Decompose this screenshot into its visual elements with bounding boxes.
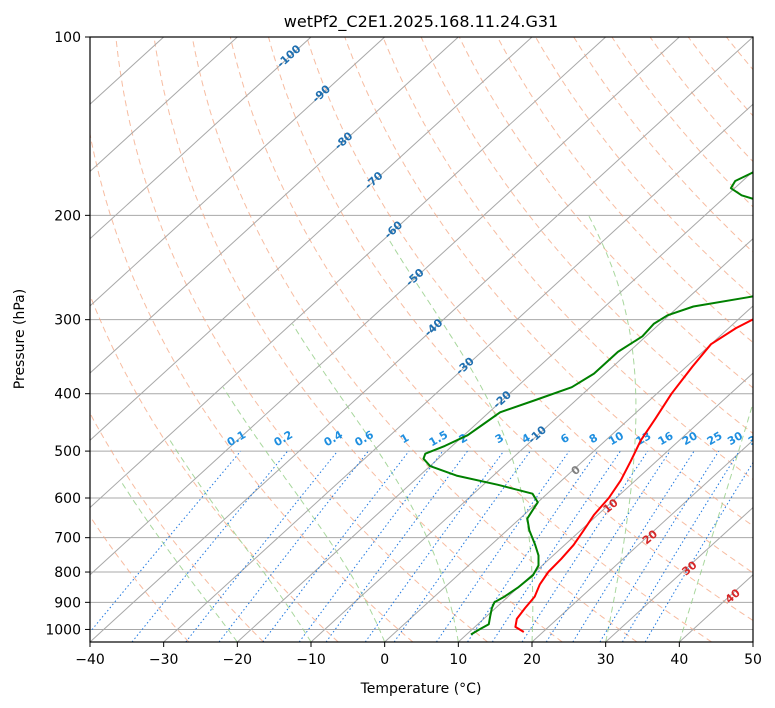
x-tick-label: 10 xyxy=(449,652,467,668)
x-tick-label: 0 xyxy=(380,652,389,668)
y-tick-label: 700 xyxy=(54,531,81,547)
x-axis: −40 −30 −20 −10 0 10 20 30 40 50 xyxy=(75,642,762,668)
plot-frame xyxy=(89,36,754,643)
x-tick-label: −40 xyxy=(75,652,105,668)
dry-adiabat-line xyxy=(90,131,414,642)
y-tick-label: 400 xyxy=(54,387,81,403)
y-tick-label: 600 xyxy=(54,491,81,507)
mixing-ratio-lines xyxy=(90,450,753,642)
y-tick-label: 100 xyxy=(54,30,81,46)
isotherm-line xyxy=(457,372,753,642)
mixing-ratio-line xyxy=(545,450,671,642)
mixing-ratio-line xyxy=(262,450,410,642)
mixing-ratio-line xyxy=(90,450,242,633)
moist-adiabat-line xyxy=(168,437,312,642)
mixing-ratio-line xyxy=(572,450,695,642)
dry-adiabat-line xyxy=(115,37,488,642)
moist-adiabat-line xyxy=(292,323,459,642)
x-tick-label: 40 xyxy=(670,652,688,668)
mixing-ratio-line xyxy=(393,450,531,642)
dry-adiabat-line xyxy=(229,37,712,642)
moist-adiabat-line xyxy=(588,215,637,642)
y-tick-label: 900 xyxy=(54,595,81,611)
chart-title: wetPf2_C2E1.2025.168.11.24.G31 xyxy=(284,12,558,32)
isotherm-line xyxy=(531,439,753,642)
mixing-ratio-line xyxy=(521,450,649,642)
isotherm-line xyxy=(90,37,312,240)
isotherm-line xyxy=(90,37,680,576)
temperature-profile xyxy=(514,318,753,633)
isotherm-line xyxy=(236,170,753,642)
isotherm-line xyxy=(90,37,607,509)
y-tick-label: 200 xyxy=(54,208,81,224)
mixing-ratio-line xyxy=(491,450,621,642)
mixing-ratio-line xyxy=(621,450,740,642)
isotherm-line xyxy=(90,37,753,642)
dry-adiabat-line xyxy=(344,37,753,527)
dry-adiabat-line xyxy=(382,37,753,481)
y-tick-label: 500 xyxy=(54,444,81,460)
dry-adiabat-line xyxy=(191,37,638,642)
x-tick-label: 20 xyxy=(523,652,541,668)
isotherm-line xyxy=(90,37,533,442)
mixing-ratio-label: 36 xyxy=(746,429,766,448)
isotherm-line xyxy=(605,506,753,642)
x-tick-label: 50 xyxy=(744,652,762,668)
y-axis-title: Pressure (hPa) xyxy=(12,289,28,389)
mixing-ratio-line xyxy=(185,450,338,642)
isotherm-line xyxy=(90,37,238,173)
dry-adiabat-line xyxy=(573,37,753,253)
isotherm-line xyxy=(163,103,753,642)
mixing-ratio-line xyxy=(298,450,444,642)
x-tick-label: −20 xyxy=(223,652,253,668)
x-tick-label: −10 xyxy=(296,652,326,668)
dewpoint-profile xyxy=(422,171,753,636)
dry-adiabat-line xyxy=(420,37,753,435)
moist-adiabat-line xyxy=(222,386,386,642)
isotherm-line xyxy=(90,37,386,307)
plot-area: -100-90-80-70-60-50-40-30-20-100.1 0.2 0.4… xyxy=(90,37,766,642)
moist-adiabats xyxy=(119,215,753,642)
isotherm-grid xyxy=(90,37,753,642)
x-tick-label: 30 xyxy=(597,652,615,668)
isotherm-line xyxy=(384,305,753,642)
mixing-ratio-line xyxy=(467,450,599,642)
dry-adiabat-line xyxy=(90,412,264,642)
y-tick-label: 300 xyxy=(54,313,81,329)
sounding-series xyxy=(422,171,753,636)
dry-adiabat-line xyxy=(268,37,753,622)
y-tick-label: 800 xyxy=(54,565,81,581)
isotherm-line xyxy=(310,237,753,642)
isotherm-line xyxy=(90,37,459,374)
isobar-grid xyxy=(90,37,753,630)
mixing-ratio-line xyxy=(364,450,505,642)
dry-adiabat-line xyxy=(496,37,753,344)
dry-adiabat-line xyxy=(306,37,753,574)
mixing-ratio-line xyxy=(435,450,570,642)
x-axis-title: Temperature (°C) xyxy=(360,681,482,697)
y-tick-label: 1000 xyxy=(45,622,81,638)
y-axis: 100 200 300 400 500 600 700 800 900 1000 xyxy=(45,30,90,638)
dry-adiabat-line xyxy=(153,37,563,642)
dry-adiabat-line xyxy=(458,37,753,389)
dry-adiabat-line xyxy=(649,37,753,163)
moist-adiabat-line xyxy=(119,480,238,642)
x-tick-label: −30 xyxy=(149,652,179,668)
mixing-ratio-line xyxy=(131,450,288,642)
mixing-ratio-line xyxy=(325,450,468,642)
